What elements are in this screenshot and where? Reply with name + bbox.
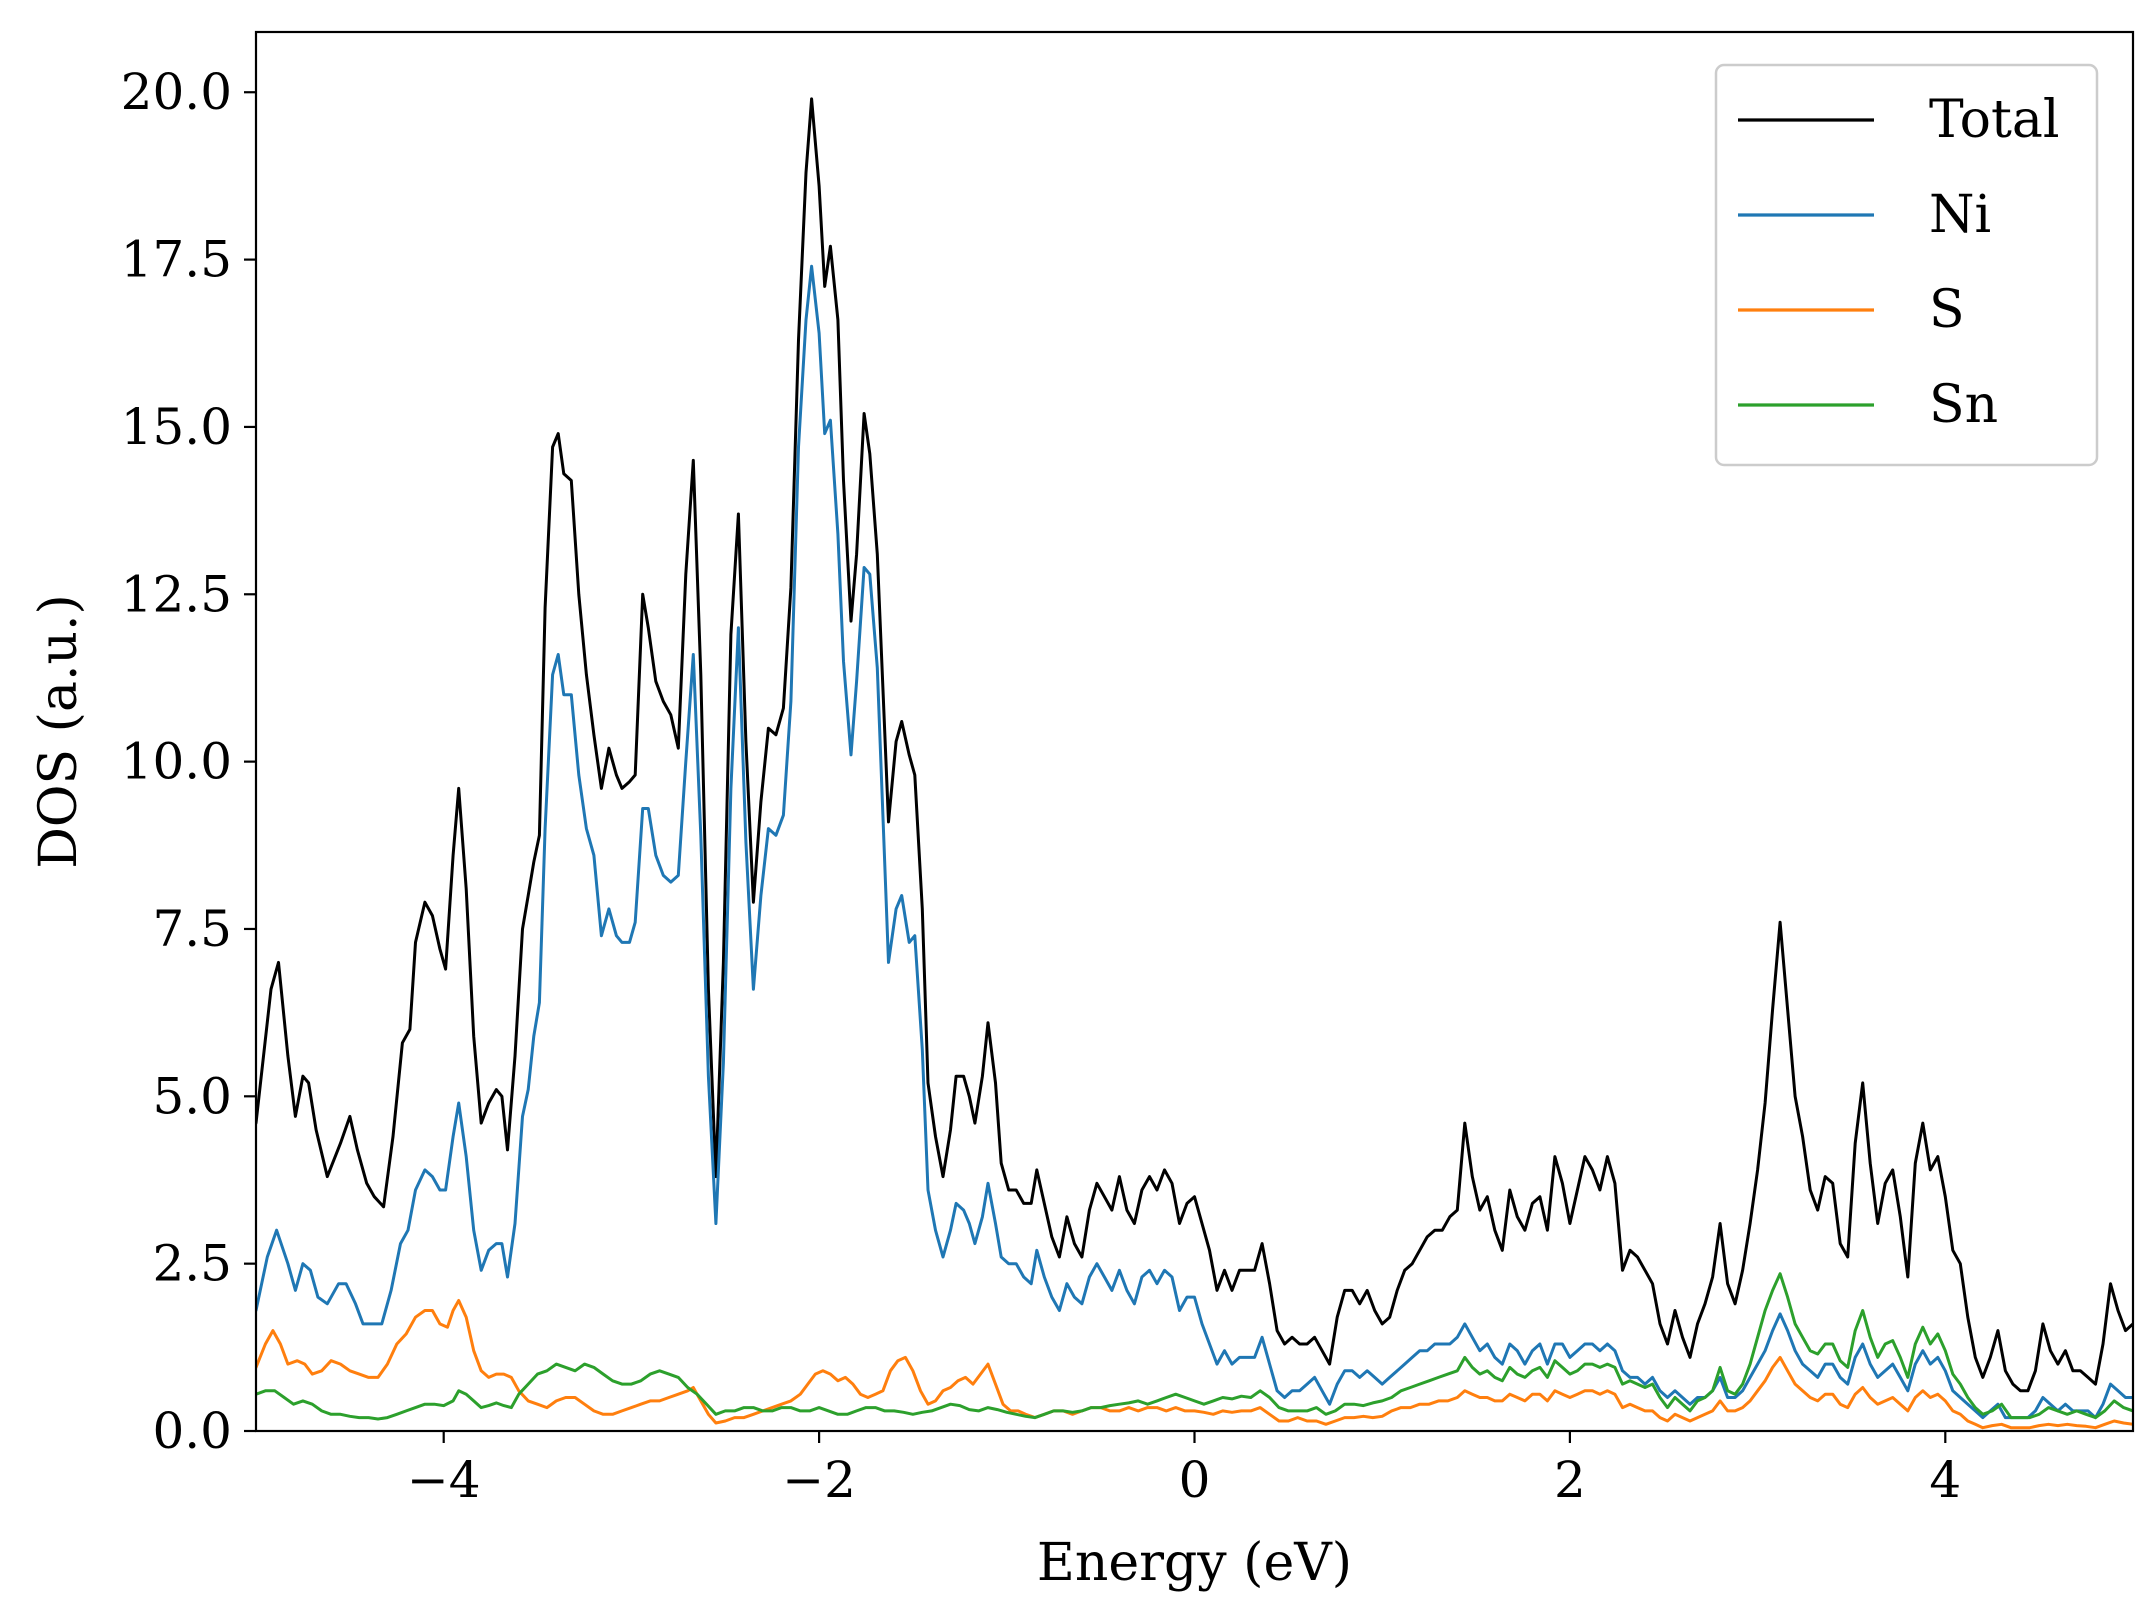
- legend-label-ni: Ni: [1929, 185, 1991, 245]
- y-tick-label: 12.5: [121, 565, 232, 623]
- y-tick-label: 10.0: [121, 733, 232, 791]
- x-axis-label: Energy (eV): [1037, 1533, 1352, 1593]
- x-tick-label: −2: [782, 1451, 856, 1509]
- series-line-ni: [256, 264, 2133, 1420]
- y-axis-ticks: 0.0 2.5 5.0 7.5 10.0 12.5 15.0 17.5 20.0: [121, 63, 256, 1460]
- y-tick-label: 0.0: [152, 1402, 232, 1460]
- legend-label-total: Total: [1929, 90, 2059, 150]
- x-tick-label: 2: [1554, 1451, 1586, 1509]
- series-line-total: [256, 97, 2133, 1393]
- y-tick-label: 17.5: [121, 231, 232, 289]
- x-axis-ticks: −4 −2 0 2 4: [407, 1431, 1961, 1509]
- x-tick-label: 4: [1929, 1451, 1961, 1509]
- series-line-sn: [256, 1272, 2133, 1421]
- x-tick-label: −4: [407, 1451, 481, 1509]
- y-tick-label: 15.0: [121, 398, 232, 456]
- y-tick-label: 5.0: [152, 1067, 232, 1125]
- series-layer: [256, 97, 2133, 1430]
- y-tick-label: 20.0: [121, 63, 232, 121]
- legend-box: [1714, 63, 2099, 467]
- x-tick-label: 0: [1179, 1451, 1211, 1509]
- legend: Total Ni S Sn: [1714, 63, 2099, 467]
- y-axis-label: DOS (a.u.): [29, 594, 89, 869]
- y-tick-label: 7.5: [152, 900, 232, 958]
- legend-label-sn: Sn: [1929, 375, 1998, 435]
- legend-entries: Total Ni S Sn: [1738, 90, 2059, 435]
- y-tick-label: 2.5: [152, 1235, 232, 1293]
- series-line-s: [256, 1299, 2133, 1430]
- legend-label-s: S: [1929, 280, 1965, 340]
